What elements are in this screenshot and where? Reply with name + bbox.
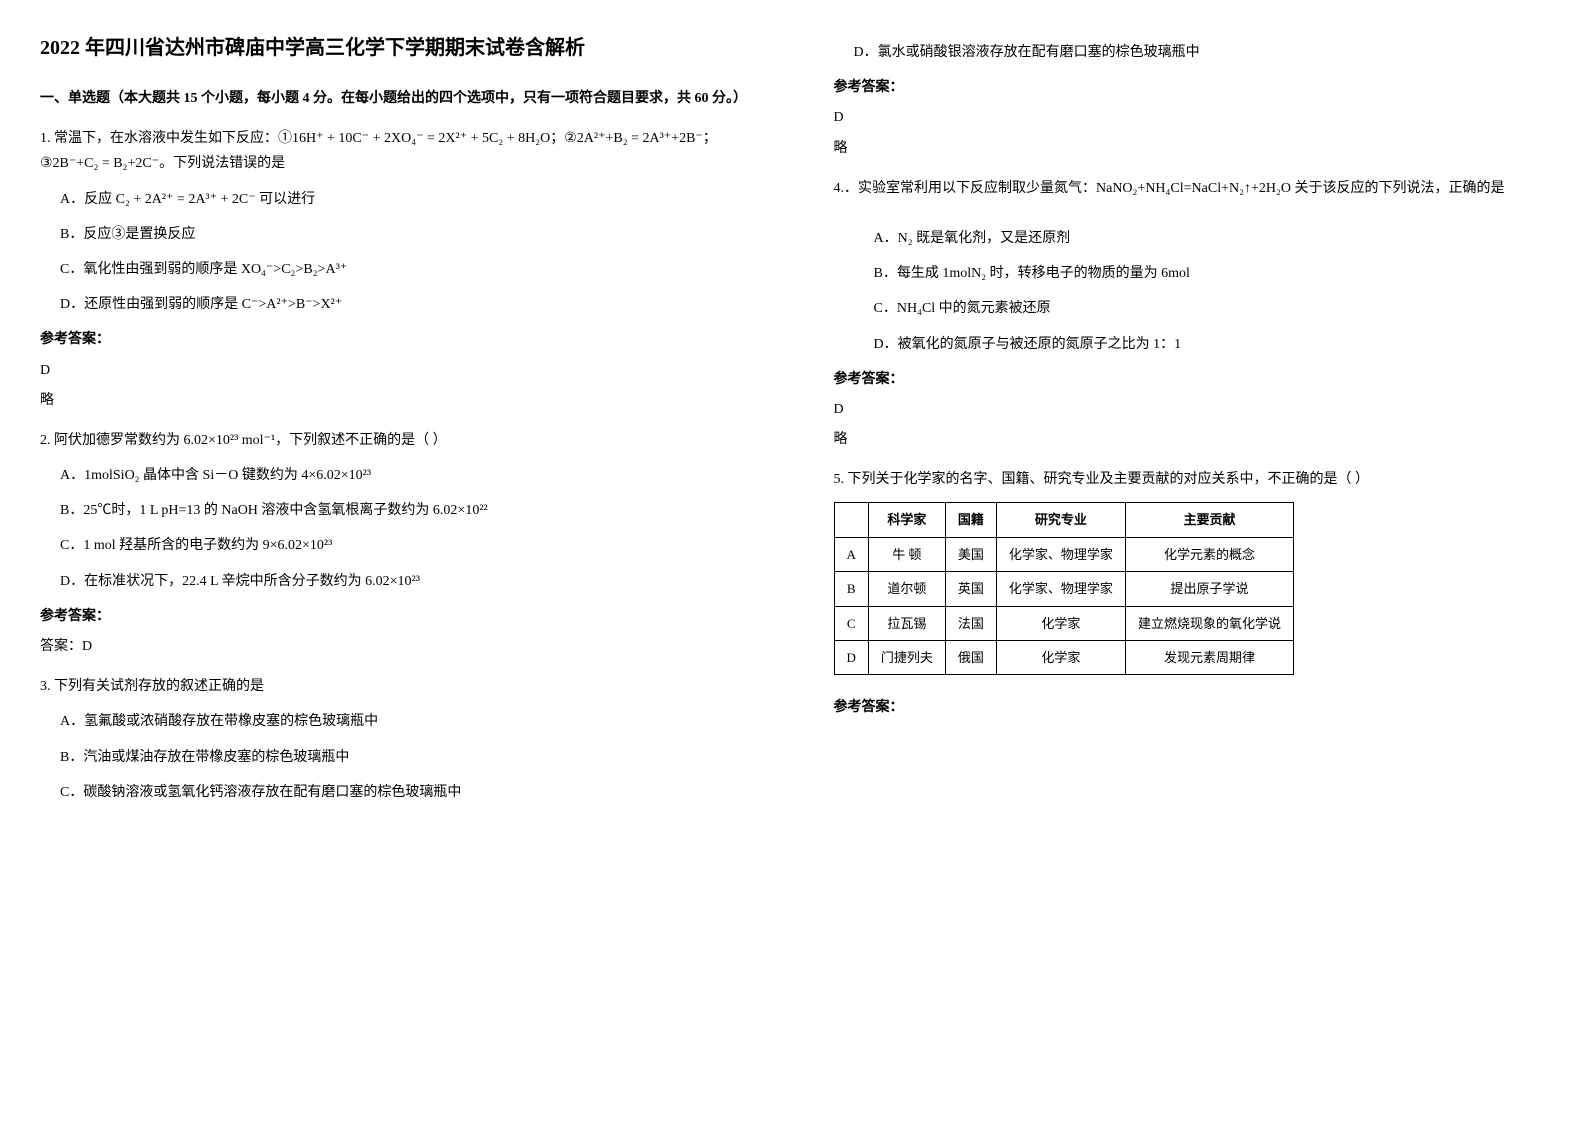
q4-option-c: C．NH₄Cl 中的氮元素被还原 xyxy=(874,296,1548,321)
q2-answer-label: 参考答案： xyxy=(40,604,754,629)
q2-option-d: D．在标准状况下，22.4 L 辛烷中所含分子数约为 6.02×10²³ xyxy=(60,569,754,594)
q3-option-b: B．汽油或煤油存放在带橡皮塞的棕色玻璃瓶中 xyxy=(60,745,754,770)
question-3: 3. 下列有关试剂存放的叙述正确的是 A．氢氟酸或浓硝酸存放在带橡皮塞的棕色玻璃… xyxy=(40,674,754,805)
cell: 法国 xyxy=(945,606,996,640)
q1-answer: D xyxy=(40,358,754,383)
cell: 化学元素的概念 xyxy=(1125,537,1293,571)
th-blank xyxy=(834,503,868,537)
q4-answer-label: 参考答案： xyxy=(834,367,1548,392)
right-column: D．氯水或硝酸银溶液存放在配有磨口塞的棕色玻璃瓶中 参考答案： D 略 4.．实… xyxy=(794,0,1587,1122)
cell: 化学家 xyxy=(996,606,1125,640)
cell: C xyxy=(834,606,868,640)
cell: 美国 xyxy=(945,537,996,571)
th-scientist: 科学家 xyxy=(868,503,945,537)
th-specialty: 研究专业 xyxy=(996,503,1125,537)
cell: 门捷列夫 xyxy=(868,641,945,675)
exam-title: 2022 年四川省达州市碑庙中学高三化学下学期期末试卷含解析 xyxy=(40,30,754,66)
cell: 建立燃烧现象的氧化学说 xyxy=(1125,606,1293,640)
q2-option-b: B．25℃时，1 L pH=13 的 NaOH 溶液中含氢氧根离子数约为 6.0… xyxy=(60,498,754,523)
table-header-row: 科学家 国籍 研究专业 主要贡献 xyxy=(834,503,1293,537)
cell: 英国 xyxy=(945,572,996,606)
q4-option-d: D．被氧化的氮原子与被还原的氮原子之比为 1：1 xyxy=(874,332,1548,357)
cell: 提出原子学说 xyxy=(1125,572,1293,606)
q1-stem: 1. 常温下，在水溶液中发生如下反应：①16H⁺ + 10C⁻ + 2XO₄⁻ … xyxy=(40,126,754,176)
question-2: 2. 阿伏加德罗常数约为 6.02×10²³ mol⁻¹，下列叙述不正确的是（ … xyxy=(40,428,754,594)
q3-option-a: A．氢氟酸或浓硝酸存放在带橡皮塞的棕色玻璃瓶中 xyxy=(60,709,754,734)
q3-option-d: D．氯水或硝酸银溶液存放在配有磨口塞的棕色玻璃瓶中 xyxy=(854,40,1548,65)
q1-option-a: A．反应 C₂ + 2A²⁺ = 2A³⁺ + 2C⁻ 可以进行 xyxy=(60,187,754,212)
table-row: A 牛 顿 美国 化学家、物理学家 化学元素的概念 xyxy=(834,537,1293,571)
q2-option-a: A．1molSiO₂ 晶体中含 Si－O 键数约为 4×6.02×10²³ xyxy=(60,463,754,488)
q4-stem: 4.．实验室常利用以下反应制取少量氮气：NaNO₂+NH₄Cl=NaCl+N₂↑… xyxy=(834,176,1548,201)
cell: 道尔顿 xyxy=(868,572,945,606)
q2-option-c: C．1 mol 羟基所含的电子数约为 9×6.02×10²³ xyxy=(60,533,754,558)
question-4: 4.．实验室常利用以下反应制取少量氮气：NaNO₂+NH₄Cl=NaCl+N₂↑… xyxy=(834,176,1548,357)
q1-option-c: C．氧化性由强到弱的顺序是 XO₄⁻>C₂>B₂>A³⁺ xyxy=(60,257,754,282)
q1-note: 略 xyxy=(40,388,754,413)
cell: 牛 顿 xyxy=(868,537,945,571)
table-row: C 拉瓦锡 法国 化学家 建立燃烧现象的氧化学说 xyxy=(834,606,1293,640)
q4-note: 略 xyxy=(834,427,1548,452)
q1-option-d: D．还原性由强到弱的顺序是 C⁻>A²⁺>B⁻>X²⁺ xyxy=(60,292,754,317)
q1-option-b: B．反应③是置换反应 xyxy=(60,222,754,247)
q5-table: 科学家 国籍 研究专业 主要贡献 A 牛 顿 美国 化学家、物理学家 化学元素的… xyxy=(834,502,1294,675)
cell: 化学家、物理学家 xyxy=(996,572,1125,606)
q3-answer-label: 参考答案： xyxy=(834,75,1548,100)
cell: 化学家、物理学家 xyxy=(996,537,1125,571)
section-header: 一、单选题（本大题共 15 个小题，每小题 4 分。在每小题给出的四个选项中，只… xyxy=(40,86,754,111)
cell: 俄国 xyxy=(945,641,996,675)
q3-stem: 3. 下列有关试剂存放的叙述正确的是 xyxy=(40,674,754,699)
cell: B xyxy=(834,572,868,606)
q4-option-b: B．每生成 1molN₂ 时，转移电子的物质的量为 6mol xyxy=(874,261,1548,286)
table-row: D 门捷列夫 俄国 化学家 发现元素周期律 xyxy=(834,641,1293,675)
question-5: 5. 下列关于化学家的名字、国籍、研究专业及主要贡献的对应关系中，不正确的是（ … xyxy=(834,467,1548,492)
left-column: 2022 年四川省达州市碑庙中学高三化学下学期期末试卷含解析 一、单选题（本大题… xyxy=(0,0,794,1122)
q5-stem: 5. 下列关于化学家的名字、国籍、研究专业及主要贡献的对应关系中，不正确的是（ … xyxy=(834,467,1548,492)
q3-option-c: C．碳酸钠溶液或氢氧化钙溶液存放在配有磨口塞的棕色玻璃瓶中 xyxy=(60,780,754,805)
question-1: 1. 常温下，在水溶液中发生如下反应：①16H⁺ + 10C⁻ + 2XO₄⁻ … xyxy=(40,126,754,317)
q2-stem: 2. 阿伏加德罗常数约为 6.02×10²³ mol⁻¹，下列叙述不正确的是（ … xyxy=(40,428,754,453)
cell: 化学家 xyxy=(996,641,1125,675)
th-contribution: 主要贡献 xyxy=(1125,503,1293,537)
cell: 发现元素周期律 xyxy=(1125,641,1293,675)
q5-answer-label: 参考答案： xyxy=(834,695,1548,720)
q3-answer: D xyxy=(834,105,1548,130)
cell: 拉瓦锡 xyxy=(868,606,945,640)
cell: D xyxy=(834,641,868,675)
q3-note: 略 xyxy=(834,136,1548,161)
table-row: B 道尔顿 英国 化学家、物理学家 提出原子学说 xyxy=(834,572,1293,606)
q4-option-a: A．N₂ 既是氧化剂，又是还原剂 xyxy=(874,226,1548,251)
th-nationality: 国籍 xyxy=(945,503,996,537)
q4-answer: D xyxy=(834,397,1548,422)
cell: A xyxy=(834,537,868,571)
q2-answer: 答案：D xyxy=(40,634,754,659)
q1-answer-label: 参考答案： xyxy=(40,327,754,352)
